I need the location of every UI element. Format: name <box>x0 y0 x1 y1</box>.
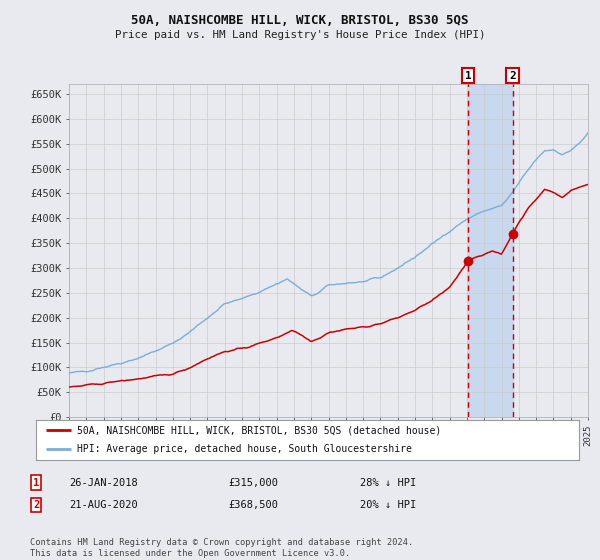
Text: 20% ↓ HPI: 20% ↓ HPI <box>360 500 416 510</box>
Text: Contains HM Land Registry data © Crown copyright and database right 2024.
This d: Contains HM Land Registry data © Crown c… <box>30 538 413 558</box>
Text: 2: 2 <box>33 500 39 510</box>
Text: 1: 1 <box>33 478 39 488</box>
Text: 26-JAN-2018: 26-JAN-2018 <box>69 478 138 488</box>
Text: 50A, NAISHCOMBE HILL, WICK, BRISTOL, BS30 5QS: 50A, NAISHCOMBE HILL, WICK, BRISTOL, BS3… <box>131 14 469 27</box>
Text: 28% ↓ HPI: 28% ↓ HPI <box>360 478 416 488</box>
Text: £368,500: £368,500 <box>228 500 278 510</box>
Text: 21-AUG-2020: 21-AUG-2020 <box>69 500 138 510</box>
Text: HPI: Average price, detached house, South Gloucestershire: HPI: Average price, detached house, Sout… <box>77 444 412 454</box>
Text: £315,000: £315,000 <box>228 478 278 488</box>
Text: Price paid vs. HM Land Registry's House Price Index (HPI): Price paid vs. HM Land Registry's House … <box>115 30 485 40</box>
Bar <box>468 84 512 417</box>
Text: 2: 2 <box>509 71 516 81</box>
Text: 50A, NAISHCOMBE HILL, WICK, BRISTOL, BS30 5QS (detached house): 50A, NAISHCOMBE HILL, WICK, BRISTOL, BS3… <box>77 426 441 436</box>
Text: 1: 1 <box>465 71 472 81</box>
